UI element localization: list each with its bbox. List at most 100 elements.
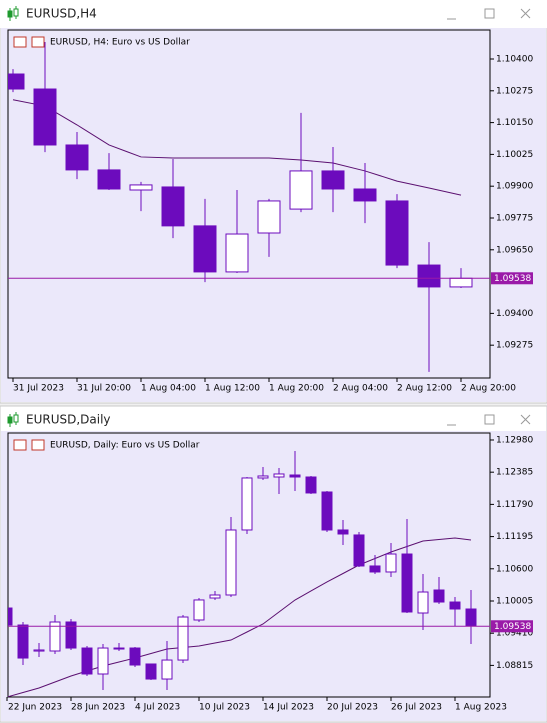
y-tick-label: 1.09900	[496, 182, 533, 192]
x-tick-label: 2 Aug 12:00	[397, 384, 452, 394]
price-label: 1.09538	[494, 274, 531, 284]
y-tick-label: 1.09400	[496, 309, 533, 319]
x-tick-label: 31 Jul 2023	[13, 384, 64, 394]
window-title: EURUSD,H4	[26, 7, 97, 21]
x-tick-label: 10 Jul 2023	[199, 703, 250, 713]
y-tick-label: 1.11195	[496, 532, 533, 542]
icon	[13, 439, 27, 451]
x-tick-label: 1 Aug 12:00	[205, 384, 260, 394]
candle-body	[225, 233, 249, 273]
moving-average	[12, 99, 462, 196]
chart-label-icon	[13, 439, 45, 451]
candle-body	[193, 599, 205, 621]
price-label-box	[491, 620, 533, 633]
candle-body	[465, 608, 477, 627]
candle-body	[113, 647, 125, 650]
close-button[interactable]	[520, 8, 531, 19]
icon	[31, 36, 45, 48]
y-tick-label: 1.10600	[496, 564, 533, 574]
x-tick-label: 22 Jun 2023	[8, 703, 62, 713]
maximize-button[interactable]	[484, 8, 495, 19]
candle-body	[353, 188, 377, 202]
candle-body	[289, 170, 313, 210]
candle-body	[209, 594, 221, 599]
candle-body	[97, 647, 109, 675]
chart-title: EURUSD, Daily: Euro vs US Dollar	[50, 441, 200, 451]
candle-body	[449, 601, 461, 610]
candle-body	[17, 624, 29, 659]
candle-body	[129, 647, 141, 666]
maximize-button[interactable]	[484, 414, 495, 425]
candle-body	[81, 647, 93, 675]
y-tick-label: 1.12980	[496, 435, 533, 445]
y-tick-label: 1.09775	[496, 213, 533, 223]
x-tick-label: 1 Aug 2023	[455, 703, 507, 713]
candle-body	[353, 534, 365, 567]
candle-body	[449, 277, 473, 288]
candle-body	[321, 170, 345, 190]
candle-body	[417, 264, 441, 288]
y-tick-label: 1.08815	[496, 661, 533, 671]
candle-body	[161, 659, 173, 680]
candle-body	[177, 616, 189, 661]
candle-body	[257, 475, 269, 479]
x-tick-label: 2 Aug 20:00	[461, 384, 516, 394]
y-tick-label: 1.09410	[496, 629, 533, 639]
y-tick-label: 1.09275	[496, 341, 533, 351]
candle-body	[49, 621, 61, 652]
x-tick-label: 4 Jul 2023	[135, 703, 180, 713]
candle-body	[257, 200, 281, 234]
candle-body	[417, 591, 429, 614]
plot-area	[7, 29, 491, 379]
x-tick-label: 1 Aug 04:00	[141, 384, 196, 394]
candle-body	[385, 200, 409, 266]
candle-body	[33, 88, 57, 146]
x-tick-label: 28 Jun 2023	[71, 703, 125, 713]
candle-body	[385, 553, 397, 573]
candle-body	[305, 476, 317, 494]
candle-body	[161, 186, 185, 227]
candle-body	[65, 621, 77, 649]
plot-content	[8, 450, 490, 697]
chart-label-icon	[13, 36, 45, 48]
icon	[31, 439, 45, 451]
candle-body	[273, 473, 285, 478]
candle-body	[145, 663, 157, 680]
candle-body	[401, 553, 413, 613]
candle-body	[33, 649, 45, 652]
x-tick-label: 2 Aug 04:00	[333, 384, 388, 394]
plot-area	[7, 432, 491, 698]
plot-content	[8, 41, 490, 372]
close-button[interactable]	[520, 414, 531, 425]
title-bar	[0, 0, 547, 28]
y-tick-label: 1.10400	[496, 55, 533, 65]
y-tick-label: 1.11790	[496, 500, 533, 510]
window-title: EURUSD,Daily	[26, 413, 111, 427]
window-icon	[7, 6, 19, 21]
y-tick-label: 1.10005	[496, 596, 533, 606]
candle-body	[65, 144, 89, 171]
candle-body	[129, 184, 153, 191]
candle-body	[321, 491, 333, 531]
candle-body	[8, 607, 13, 626]
y-tick-label: 1.10150	[496, 118, 533, 128]
candle-body	[97, 169, 121, 190]
y-tick-label: 1.10025	[496, 150, 533, 160]
candle-body	[289, 474, 301, 478]
x-tick-label: 26 Jul 2023	[391, 703, 442, 713]
y-tick-label: 1.10275	[496, 86, 533, 96]
candle-body	[369, 565, 381, 573]
x-tick-label: 1 Aug 20:00	[269, 384, 324, 394]
candle-body	[193, 225, 217, 273]
candle-body	[241, 477, 253, 531]
icon	[13, 36, 27, 48]
price-label: 1.09538	[494, 622, 531, 632]
chart-title: EURUSD, H4: Euro vs US Dollar	[50, 38, 190, 48]
x-tick-label: 14 Jul 2023	[263, 703, 314, 713]
x-tick-label: 31 Jul 20:00	[77, 384, 131, 394]
candle-body	[433, 589, 445, 603]
price-label-box	[491, 272, 533, 285]
candle-body	[225, 529, 237, 596]
candle-body	[8, 73, 25, 90]
